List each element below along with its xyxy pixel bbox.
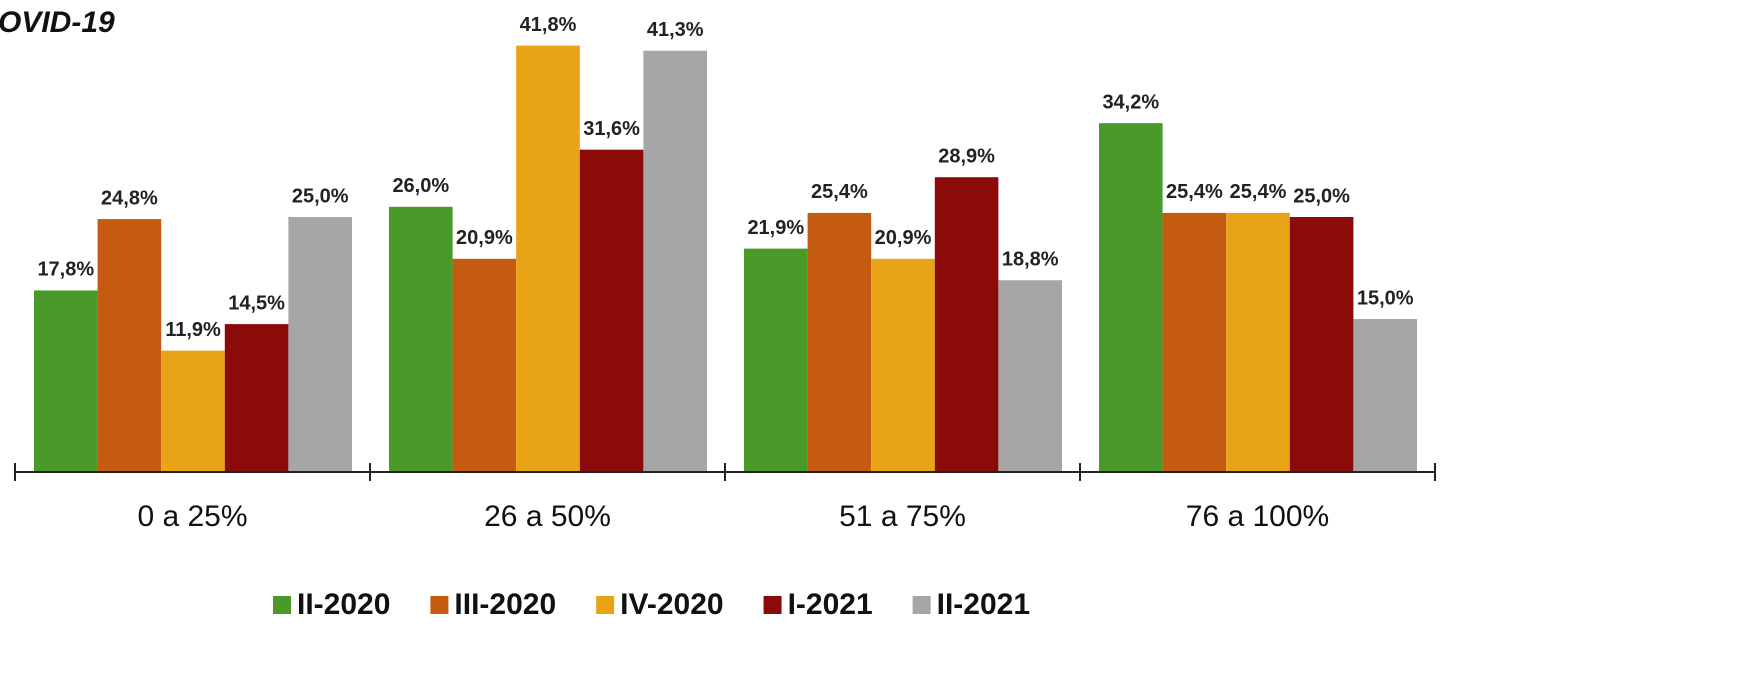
bar (452, 258, 517, 472)
bar (744, 248, 808, 472)
value-label: 26,0% (392, 175, 449, 197)
value-label: 14,5% (228, 292, 285, 314)
value-label: 17,8% (37, 259, 94, 281)
bar (1226, 212, 1290, 473)
chart-title: OVID-19 (0, 6, 115, 39)
legend-swatch (430, 596, 449, 614)
bar (224, 324, 289, 472)
value-label: 41,3% (647, 19, 704, 41)
bar (1353, 319, 1417, 472)
bar (998, 280, 1062, 472)
bar (516, 45, 580, 472)
value-label: 11,9% (165, 319, 221, 341)
bar (161, 350, 225, 472)
value-label: 31,6% (583, 118, 640, 140)
value-label: 20,9% (875, 227, 932, 249)
legend-swatch (596, 596, 615, 614)
value-label: 25,4% (1166, 181, 1223, 203)
legend-swatch (273, 596, 291, 614)
bar (288, 217, 352, 472)
value-label: 21,9% (747, 217, 804, 239)
legend-label: III-2020 (454, 588, 556, 621)
value-label: 25,4% (1230, 181, 1287, 203)
value-label: 20,9% (456, 227, 513, 249)
x-tick-label: 0 a 25% (137, 500, 247, 533)
bar (579, 149, 644, 472)
legend-swatch (763, 596, 782, 614)
bar (807, 212, 872, 473)
legend-label: I-2021 (788, 588, 873, 621)
value-label: 25,0% (292, 185, 349, 207)
x-tick-label: 26 a 50% (484, 500, 611, 533)
bar (1162, 212, 1227, 473)
value-label: 15,0% (1357, 287, 1414, 309)
value-label: 18,8% (1002, 249, 1059, 271)
bar (34, 290, 98, 472)
x-tick-label: 76 a 100% (1186, 500, 1329, 533)
value-label: 41,8% (520, 14, 577, 36)
value-label: 24,8% (101, 187, 158, 209)
value-label: 28,9% (938, 146, 995, 168)
value-label: 25,0% (1293, 185, 1350, 207)
bar (934, 177, 999, 472)
bar (1289, 217, 1354, 472)
x-tick-label: 51 a 75% (839, 500, 966, 533)
bar (97, 219, 162, 472)
bar (1099, 123, 1163, 472)
legend-swatch (912, 596, 931, 614)
value-label: 34,2% (1102, 91, 1159, 113)
bar (643, 50, 707, 473)
value-label: 25,4% (811, 181, 868, 203)
bar (871, 258, 935, 472)
bar (389, 206, 453, 473)
legend-label: IV-2020 (620, 588, 723, 621)
legend-label: II-2020 (297, 588, 390, 621)
legend-label: II-2021 (937, 588, 1030, 621)
